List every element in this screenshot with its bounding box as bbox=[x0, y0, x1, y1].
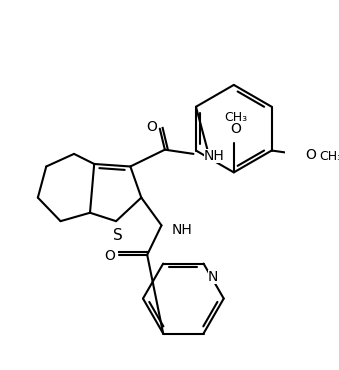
Text: S: S bbox=[113, 228, 123, 243]
Text: O: O bbox=[305, 148, 316, 162]
Text: O: O bbox=[146, 120, 157, 134]
Text: NH: NH bbox=[172, 223, 192, 236]
Text: NH: NH bbox=[203, 149, 224, 162]
Text: O: O bbox=[104, 249, 115, 263]
Text: O: O bbox=[230, 122, 241, 136]
Text: CH₃: CH₃ bbox=[224, 111, 247, 124]
Text: N: N bbox=[208, 270, 218, 284]
Text: CH₃: CH₃ bbox=[320, 150, 339, 163]
